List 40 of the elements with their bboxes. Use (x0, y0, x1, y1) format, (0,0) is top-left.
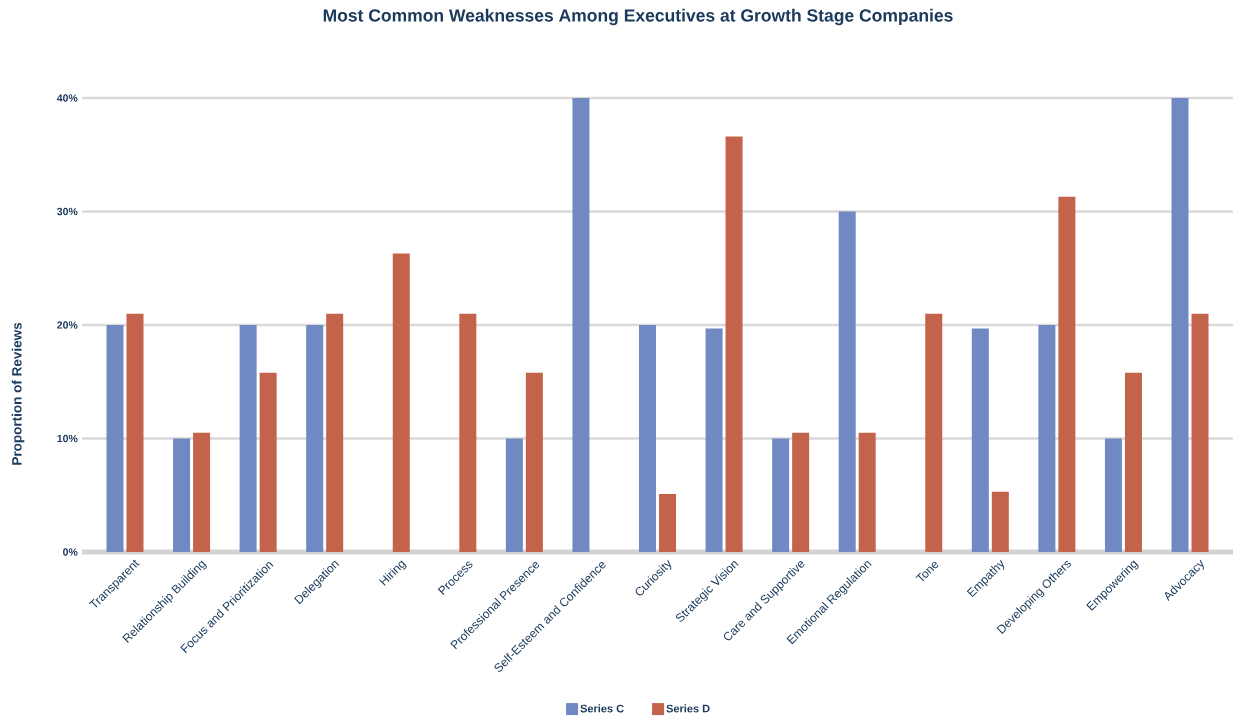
legend-label: Series D (666, 704, 710, 713)
bar (459, 313, 477, 552)
y-axis-title: Proportion of Reviews (11, 322, 25, 465)
y-tick-label: 40% (56, 94, 78, 102)
y-tick-label: 20% (57, 321, 78, 329)
bar (725, 136, 743, 552)
bar (126, 313, 144, 552)
bar (971, 328, 989, 552)
bar (792, 432, 810, 552)
bar (1124, 372, 1142, 552)
bar (106, 325, 124, 552)
bar (1104, 438, 1122, 552)
y-tick-label: 30% (57, 207, 78, 216)
bar (639, 325, 657, 552)
bar (326, 313, 344, 552)
bar (306, 325, 324, 552)
bar (925, 313, 943, 552)
bar (505, 438, 523, 552)
bar (392, 253, 410, 552)
bar (239, 325, 257, 552)
legend-label: Series C (580, 704, 624, 713)
bar (193, 432, 211, 552)
bar (858, 432, 876, 552)
bar (1038, 325, 1056, 552)
bar (572, 98, 590, 552)
bar (772, 438, 790, 552)
bar (705, 328, 723, 552)
x-tick-label: Tone (915, 561, 939, 582)
bar (991, 491, 1009, 552)
chart-title: Most Common Weaknesses Among Executives at Growth Stage Companies (323, 8, 953, 26)
y-tick-label: 0% (63, 548, 78, 556)
bar (1058, 196, 1076, 552)
bar (525, 372, 543, 552)
bar (1171, 98, 1189, 552)
bar (838, 211, 856, 552)
bar (1191, 313, 1209, 552)
bar (259, 372, 277, 552)
bar (173, 438, 191, 552)
y-tick-label: 10% (57, 434, 78, 443)
bar (659, 494, 677, 552)
